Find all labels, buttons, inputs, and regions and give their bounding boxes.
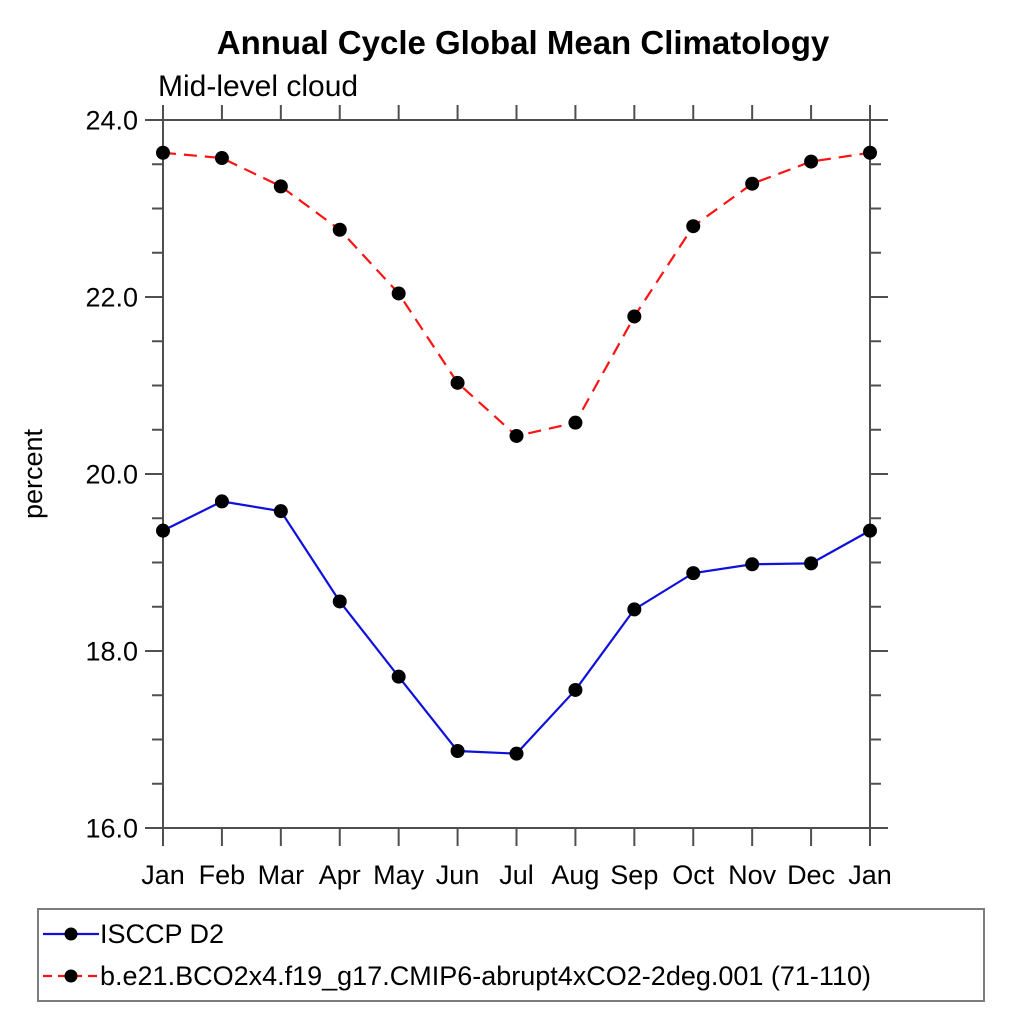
x-tick-label: Mar (258, 860, 305, 890)
data-point-marker-s0 (391, 669, 406, 684)
y-tick-label: 16.0 (85, 814, 138, 844)
legend-swatch-blue-solid-line-marker-icon (43, 927, 99, 941)
plot-frame (162, 119, 871, 829)
legend-item-isccp-d2: ISCCP D2 (39, 916, 983, 952)
x-tick-label: Nov (728, 860, 777, 890)
data-point-marker-s1 (391, 286, 406, 301)
chart-title: Annual Cycle Global Mean Climatology (216, 24, 830, 61)
legend-marker-icon (64, 927, 78, 941)
x-tick-label: May (373, 860, 425, 890)
x-tick-label: Sep (610, 860, 658, 890)
data-point-marker-s1 (214, 151, 229, 166)
y-axis-label: percent (18, 428, 48, 519)
data-point-marker-s0 (509, 746, 524, 761)
series-line-0 (162, 500, 871, 755)
x-tick-label: Jul (499, 860, 534, 890)
x-tick-label: Jan (141, 860, 185, 890)
data-point-marker-s0 (450, 744, 465, 759)
data-point-marker-s0 (273, 504, 288, 519)
data-point-marker-s1 (332, 222, 347, 237)
legend-swatch-red-dashed-line-marker-icon (43, 969, 99, 983)
chart-subtitle: Mid-level cloud (158, 70, 359, 103)
legend-box: ISCCP D2 b.e21.BCO2x4.f19_g17.CMIP6-abru… (37, 908, 985, 1002)
data-point-marker-s1 (804, 154, 819, 169)
data-point-marker-s0 (156, 523, 170, 538)
legend-label-isccp-d2: ISCCP D2 (100, 918, 225, 949)
y-tick-label: 20.0 (85, 460, 138, 490)
legend-item-model-run: b.e21.BCO2x4.f19_g17.CMIP6-abrupt4xCO2-2… (39, 958, 983, 994)
data-point-marker-s0 (332, 594, 347, 609)
series-line-1 (162, 151, 871, 438)
data-point-marker-s0 (804, 556, 819, 571)
data-point-marker-s0 (745, 557, 760, 572)
plot-area: 16.0 18.0 20.0 22.0 24.0 Jan Feb Mar Apr May Jun Ju… (18, 105, 892, 890)
data-point-marker-s0 (686, 566, 701, 581)
data-point-marker-s1 (686, 219, 701, 234)
x-tick-label: Oct (672, 860, 715, 890)
data-point-marker-s1 (273, 179, 288, 194)
y-tick-label: 22.0 (85, 283, 138, 313)
x-tick-label: Feb (199, 860, 246, 890)
data-point-marker-s0 (863, 523, 877, 538)
data-point-marker-s1 (863, 145, 877, 160)
x-tick-label: Apr (319, 860, 361, 890)
y-tick-label: 24.0 (85, 106, 138, 136)
data-point-marker-s1 (156, 145, 170, 160)
data-point-marker-s1 (450, 375, 465, 390)
x-tick-label: Aug (551, 860, 599, 890)
data-point-marker-s1 (568, 415, 583, 430)
data-point-marker-s0 (568, 682, 583, 697)
data-point-marker-s1 (627, 309, 642, 324)
legend-label-model-run: b.e21.BCO2x4.f19_g17.CMIP6-abrupt4xCO2-2… (100, 960, 871, 991)
data-point-marker-s0 (627, 602, 642, 617)
data-point-marker-s0 (214, 494, 229, 509)
data-point-marker-s1 (509, 428, 524, 443)
y-tick-label: 18.0 (85, 637, 138, 667)
x-tick-label: Jan (848, 860, 892, 890)
x-tick-label: Jun (436, 860, 480, 890)
data-point-marker-s1 (745, 176, 760, 191)
legend-marker-icon (64, 969, 78, 983)
x-tick-label: Dec (787, 860, 835, 890)
